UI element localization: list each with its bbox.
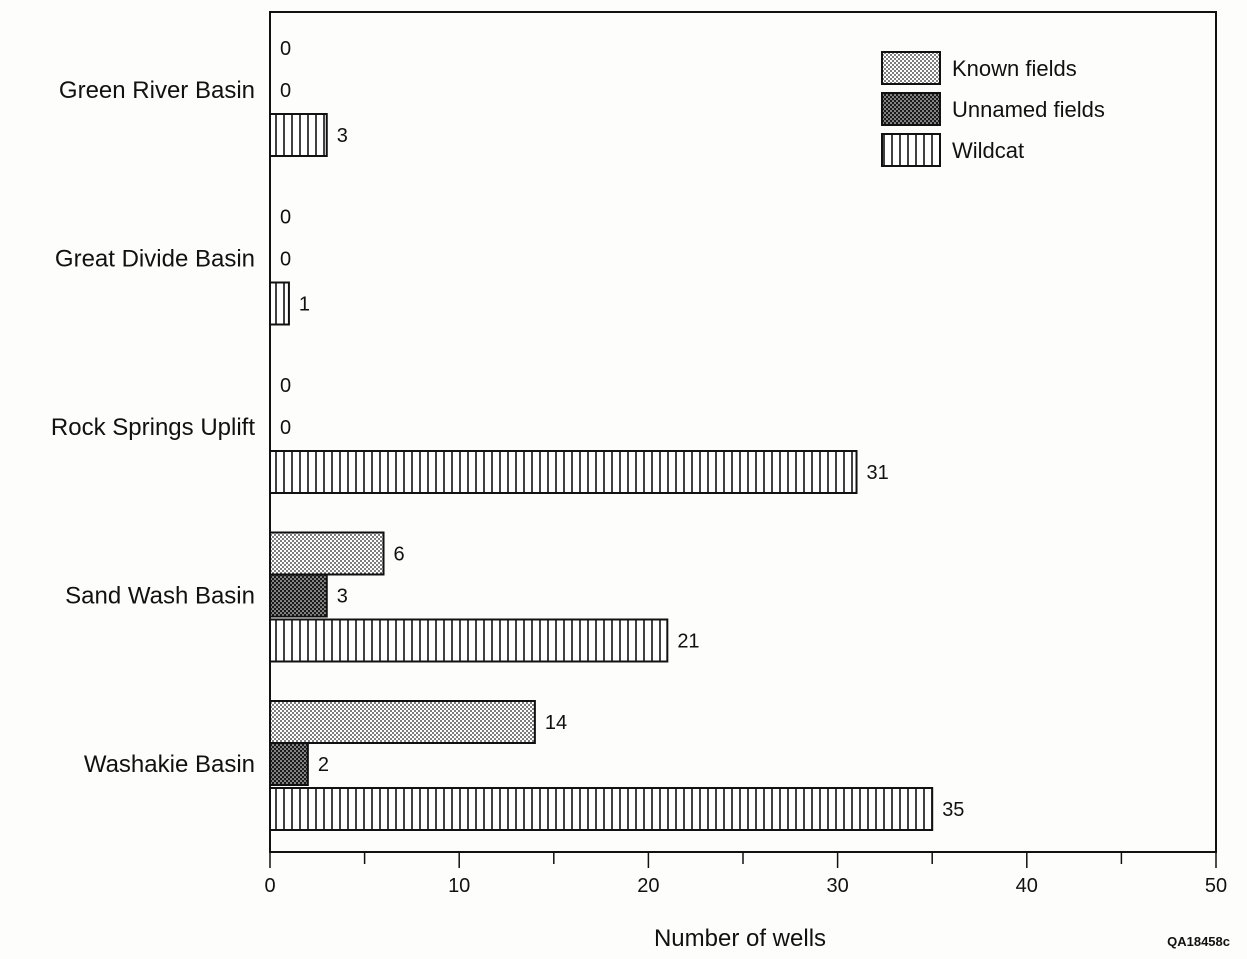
category-label-rock-springs-uplift: Rock Springs Uplift bbox=[51, 414, 255, 441]
category-label-sand-wash-basin: Sand Wash Basin bbox=[65, 583, 255, 610]
data-label-unnamed-fields-sand-wash-basin: 3 bbox=[337, 586, 348, 608]
data-label-wildcat-great-divide-basin: 1 bbox=[299, 294, 310, 316]
data-label-known-fields-green-river-basin: 0 bbox=[280, 38, 291, 60]
bar-wildcat-green-river-basin bbox=[269, 113, 328, 157]
data-label-wildcat-rock-springs-uplift: 31 bbox=[867, 462, 889, 484]
legend-swatch-unnamed-fields bbox=[881, 92, 941, 126]
category-label-green-river-basin: Green River Basin bbox=[59, 77, 255, 104]
figure-code: QA18458c bbox=[1167, 934, 1230, 949]
legend-label-unnamed-fields: Unnamed fields bbox=[952, 97, 1105, 122]
category-labels: Green River Basin Great Divide Basin Rock … bbox=[51, 77, 255, 778]
bar-wildcat-rock-springs-uplift bbox=[269, 450, 858, 494]
bar-wildcat-great-divide-basin bbox=[269, 281, 290, 326]
data-label-wildcat-sand-wash-basin: 21 bbox=[677, 631, 699, 653]
bar-known-fields-washakie-basin bbox=[269, 700, 536, 744]
data-label-known-fields-sand-wash-basin: 6 bbox=[394, 544, 405, 566]
data-label-wildcat-green-river-basin: 3 bbox=[337, 125, 348, 147]
x-tick-label: 20 bbox=[637, 875, 659, 897]
legend-swatch-known-fields bbox=[881, 51, 941, 85]
x-tick-label: 40 bbox=[1016, 875, 1038, 897]
bar-wildcat-washakie-basin bbox=[269, 787, 934, 831]
x-tick-label: 50 bbox=[1205, 875, 1227, 897]
x-tick-label: 10 bbox=[448, 875, 470, 897]
legend-label-known-fields: Known fields bbox=[952, 56, 1077, 81]
x-axis-ticks: 0 10 20 30 40 50 bbox=[264, 852, 1227, 897]
data-label-unnamed-fields-green-river-basin: 0 bbox=[280, 80, 291, 102]
category-label-washakie-basin: Washakie Basin bbox=[84, 751, 255, 778]
legend: Known fields Unnamed fields Wildcat bbox=[881, 51, 1105, 167]
bar-wildcat-sand-wash-basin bbox=[269, 618, 669, 663]
x-tick-label: 0 bbox=[264, 875, 275, 897]
bars-group: 0 0 3 0 0 1 0 0 31 6 3 21 14 2 35 bbox=[269, 38, 964, 831]
data-label-unnamed-fields-washakie-basin: 2 bbox=[318, 754, 329, 776]
data-label-unnamed-fields-rock-springs-uplift: 0 bbox=[280, 417, 291, 439]
legend-swatch-wildcat bbox=[881, 133, 941, 167]
data-label-wildcat-washakie-basin: 35 bbox=[942, 799, 964, 821]
bar-unnamed-fields-washakie-basin bbox=[269, 742, 309, 786]
data-label-known-fields-great-divide-basin: 0 bbox=[280, 207, 291, 229]
x-tick-label: 30 bbox=[826, 875, 848, 897]
bar-unnamed-fields-sand-wash-basin bbox=[269, 573, 328, 618]
data-label-known-fields-washakie-basin: 14 bbox=[545, 712, 567, 734]
legend-label-wildcat: Wildcat bbox=[952, 138, 1024, 163]
x-axis-label: Number of wells bbox=[654, 925, 826, 952]
data-label-known-fields-rock-springs-uplift: 0 bbox=[280, 375, 291, 397]
bar-known-fields-sand-wash-basin bbox=[269, 531, 385, 576]
data-label-unnamed-fields-great-divide-basin: 0 bbox=[280, 249, 291, 271]
category-label-great-divide-basin: Great Divide Basin bbox=[55, 246, 255, 273]
